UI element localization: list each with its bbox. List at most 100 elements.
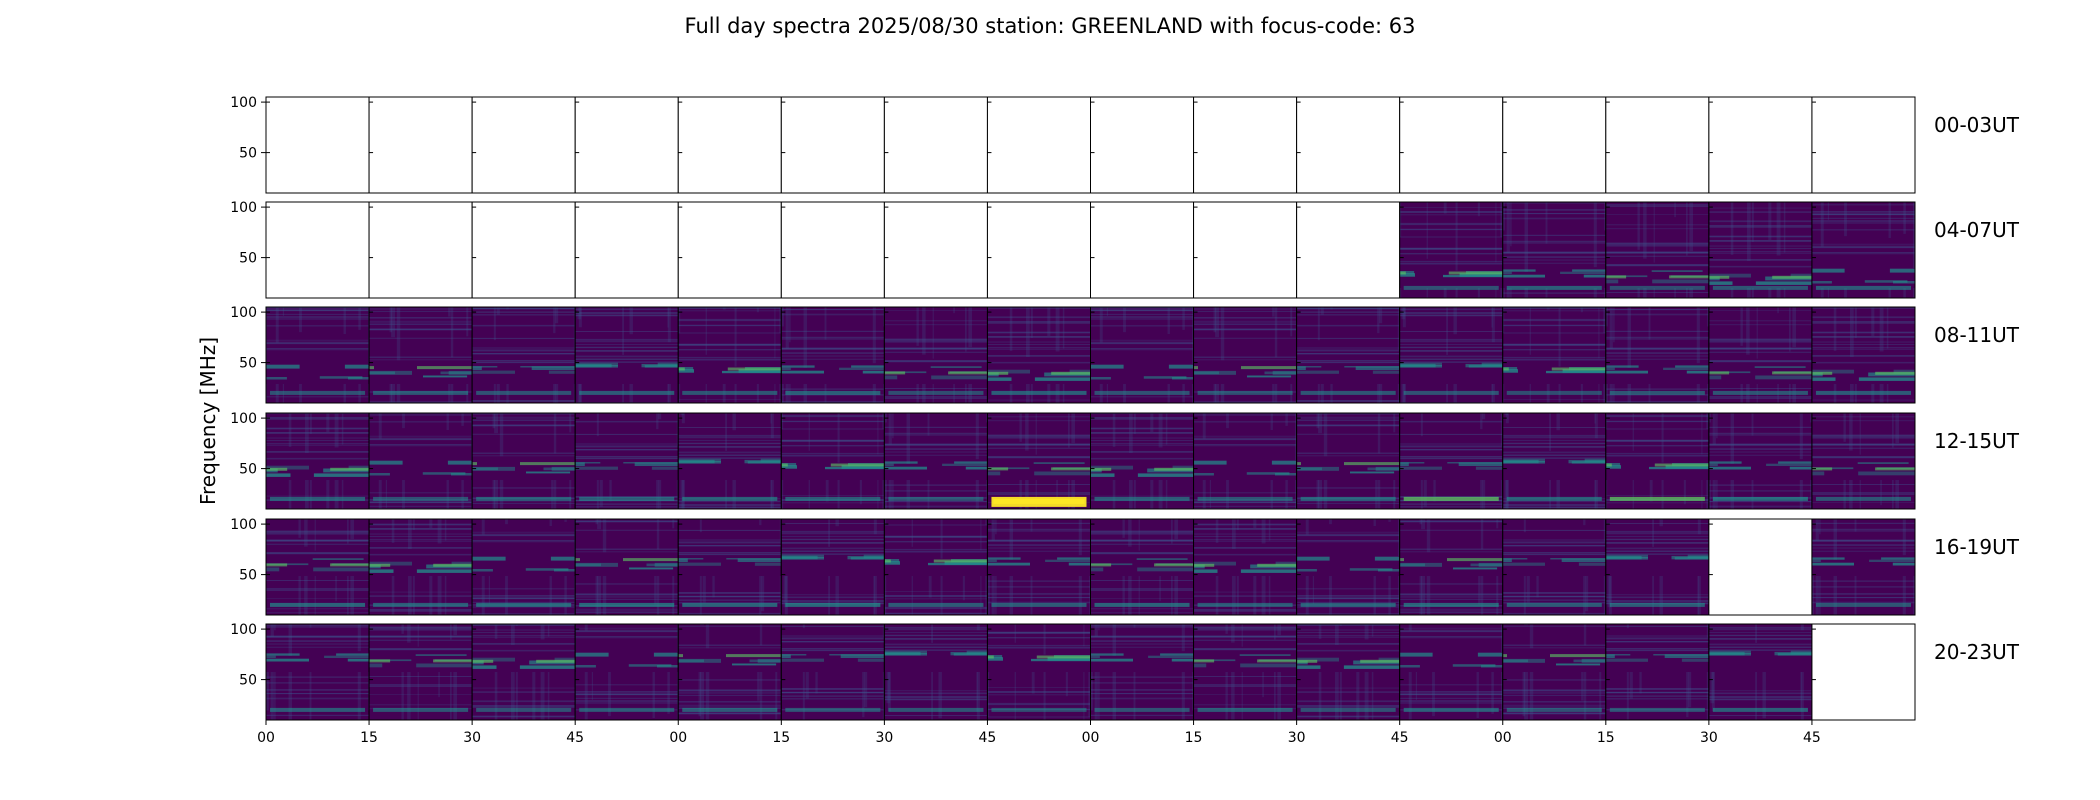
emission-band bbox=[1506, 602, 1602, 607]
spectrum-panel bbox=[1605, 518, 1710, 616]
emission-band bbox=[579, 390, 675, 395]
spectrum-panel bbox=[1399, 412, 1504, 510]
empty-panel bbox=[884, 97, 988, 193]
spectrum-image bbox=[678, 624, 782, 720]
emission-band bbox=[476, 496, 572, 501]
empty-panel bbox=[1502, 97, 1606, 193]
spectrum-image bbox=[1296, 413, 1400, 509]
spectrum-panel bbox=[780, 623, 885, 721]
spectrum-panel bbox=[1708, 201, 1813, 299]
spectrum-image bbox=[1811, 202, 1915, 298]
spectrum-image bbox=[1502, 307, 1606, 403]
y-tick-label: 100 bbox=[230, 200, 257, 216]
empty-panel bbox=[575, 97, 679, 193]
spectrum-image bbox=[1193, 624, 1297, 720]
empty-panel bbox=[1399, 97, 1503, 193]
emission-band bbox=[785, 707, 881, 712]
row-label: 16-19UT bbox=[1934, 535, 2020, 559]
emission-band bbox=[1609, 285, 1705, 290]
empty-panel bbox=[1811, 97, 1915, 193]
panel-frame bbox=[1811, 412, 1916, 510]
emission-band bbox=[785, 496, 881, 501]
spectrum-panel bbox=[780, 412, 885, 510]
emission-band bbox=[1300, 602, 1396, 607]
spectrum-panel bbox=[1811, 96, 1916, 194]
spectrum-image bbox=[781, 307, 885, 403]
spectrum-image bbox=[1605, 624, 1709, 720]
spectrum-panel bbox=[986, 306, 1091, 404]
y-tick-label: 100 bbox=[230, 622, 257, 638]
empty-panel bbox=[472, 202, 576, 298]
spectrum-panel bbox=[1090, 306, 1195, 404]
spectrum-panel bbox=[471, 96, 576, 194]
spectrum-panel bbox=[883, 201, 988, 299]
panel-frame bbox=[1811, 623, 1916, 721]
empty-panel bbox=[369, 202, 473, 298]
spectrum-panel bbox=[1090, 623, 1195, 721]
emission-band bbox=[991, 390, 1087, 395]
emission-band bbox=[682, 602, 778, 607]
emission-band bbox=[270, 390, 366, 395]
spectrum-image bbox=[1502, 519, 1606, 615]
spectrum-image bbox=[575, 519, 679, 615]
panel-frame bbox=[1811, 306, 1916, 404]
spectrum-image bbox=[1090, 307, 1194, 403]
x-tick-label: 45 bbox=[1803, 730, 1821, 746]
empty-panel bbox=[781, 202, 885, 298]
empty-panel bbox=[987, 202, 1091, 298]
spectrum-panel bbox=[986, 412, 1091, 510]
spectrum-image bbox=[369, 413, 473, 509]
empty-panel bbox=[884, 202, 988, 298]
x-tick-label: 00 bbox=[257, 730, 275, 746]
spectrum-image bbox=[1296, 307, 1400, 403]
row-label: 20-23UT bbox=[1934, 640, 2020, 664]
emission-band bbox=[270, 496, 366, 501]
x-tick-label: 15 bbox=[360, 730, 378, 746]
empty-panel bbox=[678, 202, 782, 298]
emission-band bbox=[682, 390, 778, 395]
spectrum-panel bbox=[1811, 412, 1916, 510]
spectrum-panel bbox=[1605, 412, 1710, 510]
empty-panel bbox=[575, 202, 679, 298]
x-axis: 00 15 30 45 00 15 30 45 00 15 30 45 00 15 30 45 bbox=[257, 720, 1821, 746]
spectrum-panel bbox=[265, 518, 370, 616]
spectrum-image bbox=[1605, 307, 1709, 403]
y-tick-label: 50 bbox=[239, 356, 257, 372]
spectrum-image bbox=[678, 519, 782, 615]
empty-panel bbox=[369, 97, 473, 193]
empty-panel bbox=[266, 202, 370, 298]
spectrum-image bbox=[884, 624, 988, 720]
emission-band bbox=[579, 707, 675, 712]
spectrum-panel bbox=[1090, 412, 1195, 510]
spectrum-panel bbox=[1399, 306, 1504, 404]
spectrum-panel bbox=[780, 96, 885, 194]
spectrum-panel bbox=[265, 306, 370, 404]
spectrum-panel bbox=[1090, 96, 1195, 194]
emission-band bbox=[1506, 707, 1602, 712]
emission-band bbox=[1815, 390, 1911, 395]
empty-panel bbox=[472, 97, 576, 193]
emission-band bbox=[888, 496, 984, 501]
spectrum-image bbox=[1193, 519, 1297, 615]
spectrum-panel bbox=[574, 412, 679, 510]
spectrum-panel bbox=[265, 623, 370, 721]
emission-band bbox=[1506, 496, 1602, 501]
spectrum-image bbox=[884, 519, 988, 615]
spectrum-panel bbox=[1811, 306, 1916, 404]
spectrum-image bbox=[266, 413, 370, 509]
panel-grid: 100 50 00-03UT 100 50 04-07UT 100 50 08-11UT 100 5… bbox=[230, 95, 2020, 721]
empty-panel bbox=[781, 97, 885, 193]
spectrum-panel bbox=[1399, 96, 1504, 194]
spectrum-panel bbox=[883, 518, 988, 616]
empty-panel bbox=[1811, 624, 1915, 720]
emission-band bbox=[1815, 602, 1911, 607]
spectrum-panel bbox=[677, 201, 782, 299]
x-tick-label: 15 bbox=[1597, 730, 1615, 746]
panel-frame bbox=[1811, 518, 1916, 616]
x-tick-label: 15 bbox=[1185, 730, 1203, 746]
spectrum-image bbox=[1090, 519, 1194, 615]
spectrum-image bbox=[1605, 413, 1709, 509]
panel-frame bbox=[1811, 96, 1916, 194]
spectrum-panel bbox=[1708, 623, 1813, 721]
spectrum-image bbox=[781, 413, 885, 509]
